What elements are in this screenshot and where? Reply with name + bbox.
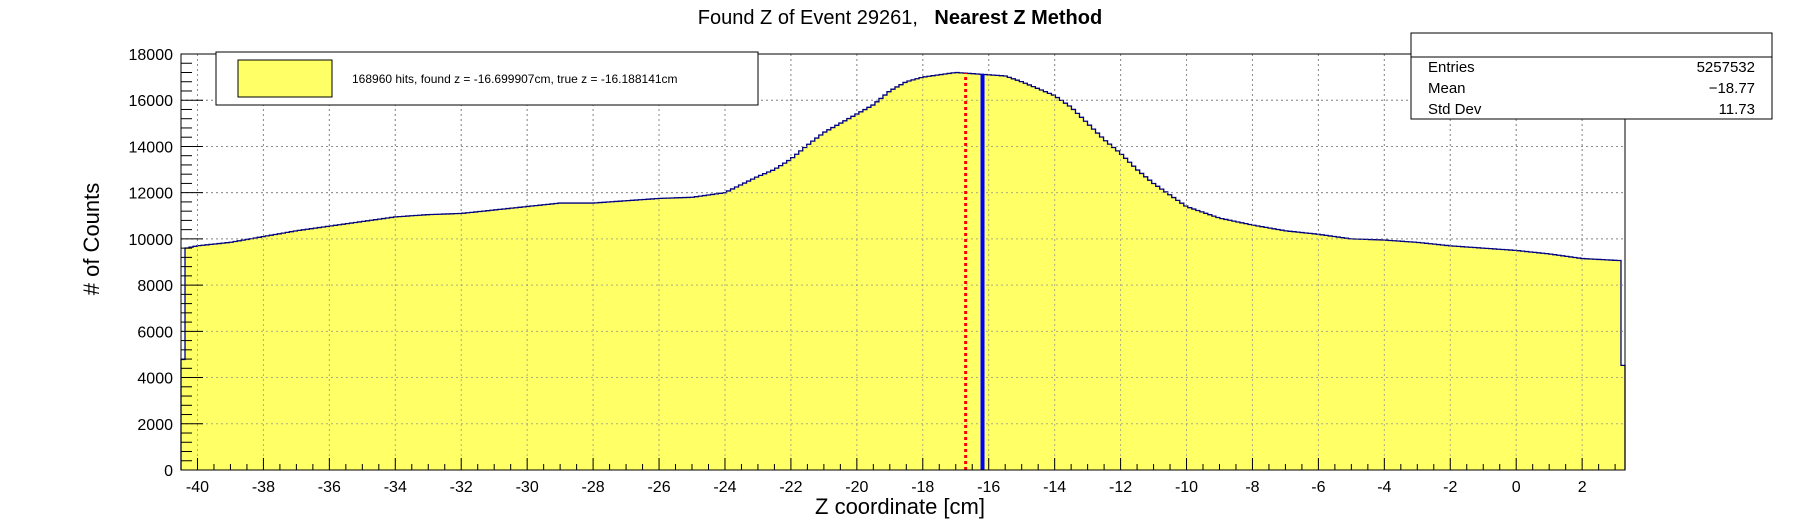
x-tick-label: -4 — [1377, 479, 1391, 496]
x-tick-label: -14 — [1043, 479, 1066, 496]
stats-stddev-label: Std Dev — [1428, 101, 1482, 118]
chart-title-main: Found Z of Event 29261, — [698, 7, 918, 29]
x-tick-label: -12 — [1109, 479, 1132, 496]
x-tick-label: -34 — [384, 479, 407, 496]
chart-title: Found Z of Event 29261, Nearest Z Method — [698, 7, 1102, 29]
legend-entry: 168960 hits, found z = -16.699907cm, tru… — [352, 72, 678, 86]
plot-frame — [180, 53, 1626, 471]
x-tick-label: -24 — [713, 479, 736, 496]
legend-swatch — [237, 59, 333, 98]
chart-title-method: Nearest Z Method — [934, 7, 1102, 29]
y-tick-label: 12000 — [129, 186, 174, 203]
x-tick-label: -36 — [318, 479, 341, 496]
x-tick-label: -20 — [845, 479, 868, 496]
stats-frame — [1410, 32, 1773, 120]
x-tick-label: -2 — [1443, 479, 1457, 496]
x-tick-label: -32 — [450, 479, 473, 496]
stats-entries-label: Entries — [1428, 59, 1475, 76]
y-axis-ticks: 0 2000 4000 6000 8000 10000 12000 14000 16000 180… — [129, 47, 203, 480]
stats-stddev-value: 11.73 — [1719, 101, 1755, 118]
x-tick-label: 0 — [1512, 479, 1521, 496]
x-tick-label: -16 — [977, 479, 1000, 496]
x-tick-label: 2 — [1578, 479, 1587, 496]
x-tick-label: -26 — [647, 479, 670, 496]
y-tick-label: 14000 — [129, 139, 174, 156]
histogram-outline — [180, 71, 1626, 470]
y-tick-label: 2000 — [137, 417, 173, 434]
stats-entries-value: 5257532 — [1697, 59, 1755, 76]
y-tick-label: 16000 — [129, 93, 174, 110]
x-tick-label: -10 — [1175, 479, 1198, 496]
y-tick-label: 4000 — [137, 371, 173, 388]
y-tick-label: 8000 — [137, 278, 173, 295]
x-tick-label: -30 — [516, 479, 539, 496]
y-tick-label: 18000 — [129, 47, 174, 64]
x-tick-label: -6 — [1311, 479, 1325, 496]
x-tick-label: -38 — [252, 479, 275, 496]
x-tick-label: -8 — [1245, 479, 1259, 496]
x-tick-label: -28 — [582, 479, 605, 496]
stats-mean-value: −18.77 — [1709, 80, 1755, 97]
legend: 168960 hits, found z = -16.699907cm, tru… — [215, 51, 759, 106]
y-tick-label: 0 — [164, 463, 173, 480]
x-axis-label: Z coordinate [cm] — [815, 494, 985, 519]
y-tick-label: 10000 — [129, 232, 174, 249]
x-tick-label: -22 — [779, 479, 802, 496]
stats-box: Entries 5257532 Mean −18.77 Std Dev 11.7… — [1410, 32, 1773, 120]
y-axis-label: # of Counts — [79, 183, 104, 296]
x-axis-ticks: -40 -38 -36 -34 -32 -30 -28 -26 -24 -22 -20 -18 -16-… — [180, 458, 1616, 496]
y-tick-label: 6000 — [137, 324, 173, 341]
x-tick-label: -18 — [911, 479, 934, 496]
x-tick-label: -40 — [186, 479, 209, 496]
histogram-fill — [181, 72, 1625, 471]
stats-mean-label: Mean — [1428, 80, 1466, 97]
